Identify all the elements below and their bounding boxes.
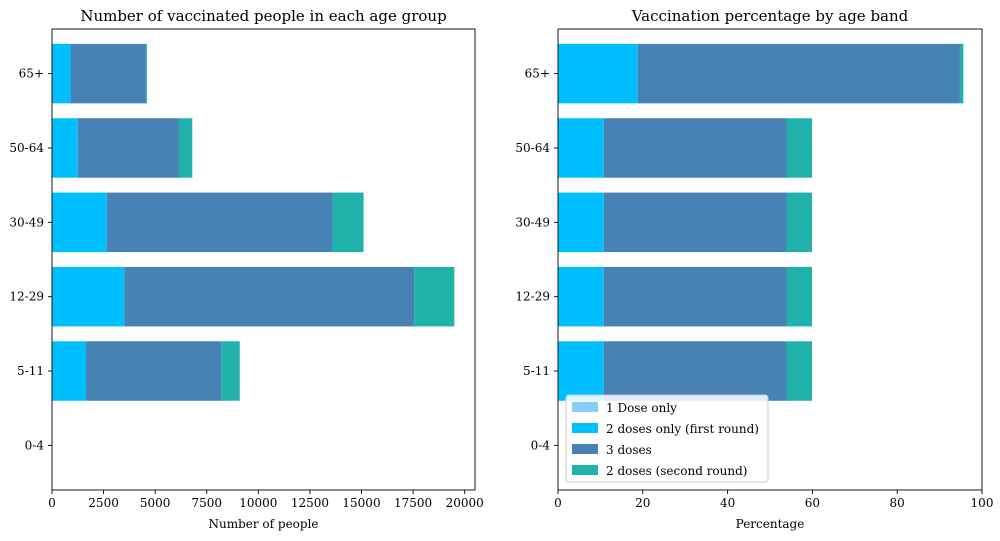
bar-2-doses-only-first-round-5-11	[52, 341, 87, 401]
legend-box	[565, 394, 769, 483]
y-tick-label: 65+	[525, 67, 550, 81]
bar-2-doses-only-first-round-50-64	[558, 118, 604, 178]
y-tick-label: 5-11	[17, 364, 44, 378]
bar-2-doses-second-round-50-64	[178, 118, 193, 178]
bar-2-doses-second-round-12-29	[786, 266, 812, 327]
bar-3-doses-50-64	[77, 118, 179, 178]
x-tick-label: 5000	[140, 496, 171, 510]
bar-3-doses-30-49	[106, 192, 333, 253]
x-tick-label: 20	[635, 496, 650, 510]
legend-label-2-doses-second-round: 2 doses (second round)	[606, 464, 747, 478]
y-tick-label: 5-11	[523, 364, 550, 378]
x-tick-label: 10000	[239, 496, 277, 510]
x-tick-label: 7500	[191, 496, 222, 510]
bar-2-doses-second-round-50-64	[786, 118, 812, 178]
bar-2-doses-only-first-round-12-29	[558, 266, 604, 327]
bar-2-doses-second-round-65	[145, 43, 147, 104]
chart-title: Number of vaccinated people in each age …	[80, 7, 446, 25]
x-tick-label: 20000	[446, 496, 484, 510]
legend-label-2-doses-only-first-round: 2 doses only (first round)	[606, 422, 759, 436]
x-tick-label: 40	[720, 496, 735, 510]
bar-3-doses-65	[637, 43, 960, 104]
bar-2-doses-only-first-round-65	[52, 43, 71, 104]
legend-label-1-dose-only: 1 Dose only	[606, 401, 677, 415]
bar-2-doses-second-round-5-11	[786, 341, 812, 401]
x-axis-label: Number of people	[208, 517, 318, 531]
y-tick-label: 65+	[19, 67, 44, 81]
y-tick-label: 50-64	[515, 141, 550, 155]
bar-2-doses-only-first-round-30-49	[558, 192, 604, 253]
chart-vaccinated-people-count: 0 2500 5000 7500 10000 12500 15000 17500 20000 0-…	[9, 7, 483, 531]
bar-2-doses-only-first-round-50-64	[52, 118, 78, 178]
x-axis-label: Percentage	[736, 517, 805, 531]
y-tick-label: 0-4	[25, 438, 45, 452]
chart-vaccination-percentage: 0 20 40 60 80 100 0-4 5-11 12-29 30-49 50-64 65+ Vac…	[515, 7, 993, 531]
bar-2-doses-second-round-30-49	[332, 192, 364, 253]
y-tick-label: 12-29	[9, 290, 44, 304]
x-tick-label: 17500	[394, 496, 432, 510]
legend-swatch-2-doses-only-first-round	[572, 423, 598, 433]
bar-3-doses-5-11	[603, 341, 787, 401]
bar-2-doses-second-round-65	[959, 43, 964, 104]
x-tick-label: 12500	[291, 496, 329, 510]
x-tick-label: 2500	[88, 496, 119, 510]
bar-2-doses-second-round-30-49	[786, 192, 812, 253]
bar-2-doses-only-first-round-12-29	[52, 266, 125, 327]
bar-3-doses-12-29	[603, 266, 787, 327]
bar-2-doses-only-first-round-5-11	[558, 341, 604, 401]
bar-3-doses-12-29	[124, 266, 415, 327]
bar-2-doses-only-first-round-65	[558, 43, 638, 104]
plot-frame	[557, 28, 983, 491]
bar-2-doses-only-first-round-30-49	[52, 192, 107, 253]
bar-3-doses-65	[70, 43, 146, 104]
y-tick-label: 30-49	[9, 215, 44, 229]
plot-frame	[51, 28, 476, 491]
bar-2-doses-second-round-5-11	[221, 341, 240, 401]
legend: 1 Dose only 2 doses only (first round) 3 d…	[565, 394, 769, 483]
x-tick-label: 100	[971, 496, 994, 510]
legend-swatch-1-dose-only	[572, 402, 598, 412]
y-tick-label: 12-29	[515, 290, 550, 304]
x-tick-label: 60	[805, 496, 820, 510]
x-tick-label: 80	[890, 496, 905, 510]
x-tick-label: 0	[48, 496, 56, 510]
y-tick-label: 50-64	[9, 141, 44, 155]
bar-3-doses-5-11	[86, 341, 222, 401]
y-tick-label: 0-4	[531, 438, 551, 452]
bar-2-doses-second-round-12-29	[414, 266, 455, 327]
legend-swatch-2-doses-second-round	[572, 465, 598, 475]
legend-swatch-3-doses	[572, 444, 598, 454]
x-tick-label: 0	[554, 496, 562, 510]
bar-3-doses-50-64	[603, 118, 787, 178]
y-tick-label: 30-49	[515, 215, 550, 229]
legend-label-3-doses: 3 doses	[606, 443, 652, 457]
x-tick-label: 15000	[342, 496, 380, 510]
chart-title: Vaccination percentage by age band	[631, 7, 909, 25]
bar-3-doses-30-49	[603, 192, 787, 253]
